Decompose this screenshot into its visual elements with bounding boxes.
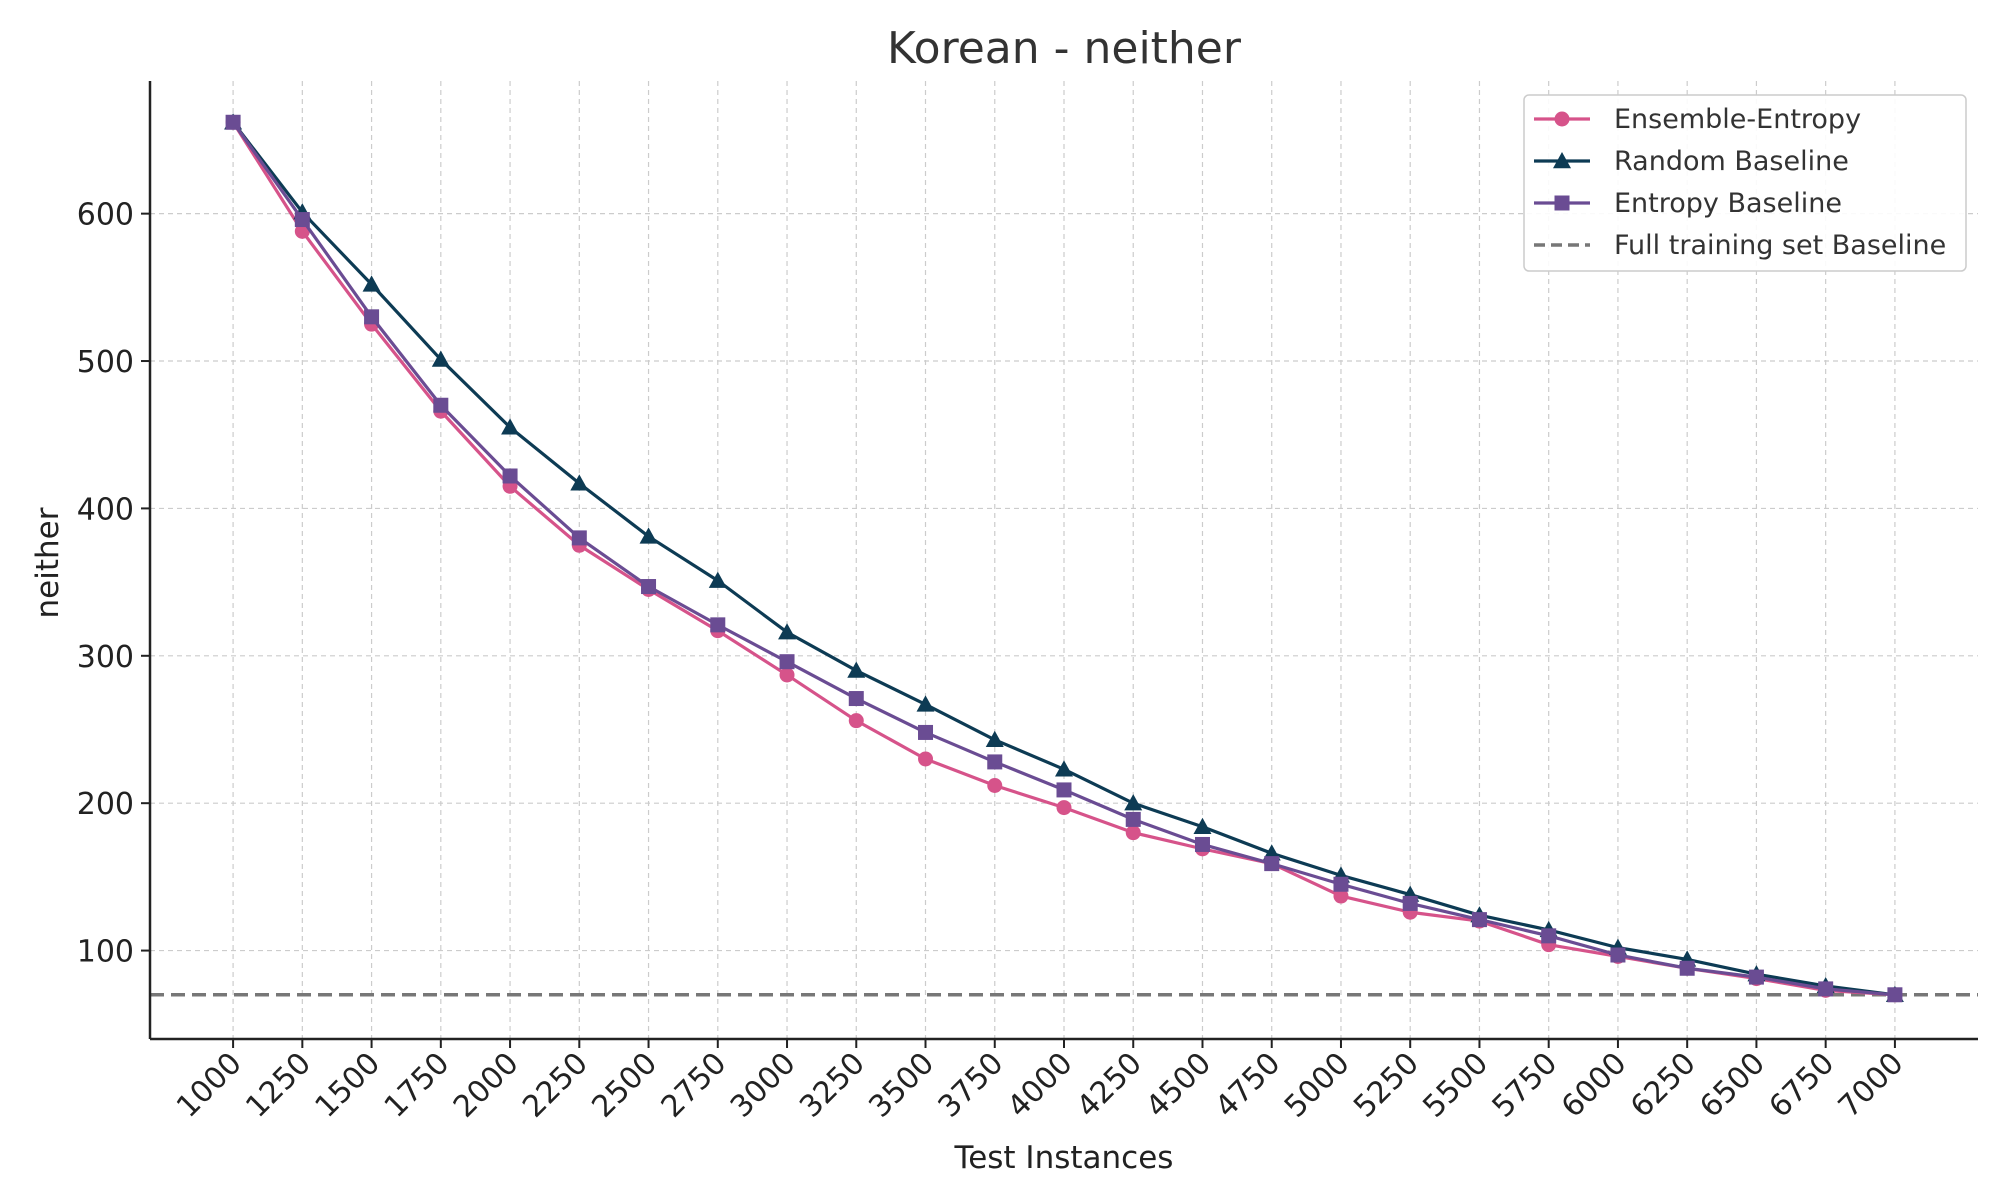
entropy-baseline-point bbox=[779, 654, 795, 670]
legend-entropy-baseline-label: Entropy Baseline bbox=[1614, 188, 1842, 219]
ensemble-entropy-point bbox=[987, 777, 1003, 793]
entropy-baseline-point bbox=[1679, 960, 1695, 976]
entropy-baseline-point bbox=[571, 530, 587, 546]
random-baseline-point bbox=[431, 350, 450, 367]
entropy-baseline-point bbox=[1125, 811, 1141, 827]
entropy-baseline-point bbox=[225, 114, 241, 130]
y-tick-label: 400 bbox=[77, 492, 134, 527]
legend-random-baseline-label: Random Baseline bbox=[1614, 146, 1849, 177]
entropy-baseline-point bbox=[1402, 895, 1418, 911]
random-baseline-point bbox=[570, 474, 589, 491]
axes bbox=[141, 81, 1978, 1048]
entropy-baseline-point bbox=[1333, 876, 1349, 892]
ensemble-entropy-point bbox=[1056, 800, 1072, 816]
entropy-baseline-point bbox=[918, 724, 934, 740]
legend-random-baseline-marker bbox=[1553, 152, 1571, 169]
random-baseline-point bbox=[1124, 794, 1143, 811]
entropy-baseline-point bbox=[294, 212, 310, 228]
y-tick-label: 600 bbox=[77, 198, 134, 233]
ensemble-entropy-point bbox=[1125, 825, 1141, 841]
random-baseline-point bbox=[708, 571, 727, 588]
random-baseline-point bbox=[1193, 817, 1212, 834]
ensemble-entropy-point bbox=[1333, 888, 1349, 904]
entropy-baseline-point bbox=[1610, 947, 1626, 963]
entropy-baseline-point bbox=[710, 617, 726, 633]
y-tick-label: 100 bbox=[77, 935, 134, 970]
random-baseline-point bbox=[847, 661, 866, 678]
entropy-baseline-point bbox=[987, 754, 1003, 770]
entropy-baseline-point bbox=[641, 579, 657, 595]
random-baseline-point bbox=[1055, 760, 1073, 777]
ensemble-entropy-point bbox=[848, 713, 864, 729]
entropy-baseline-point bbox=[433, 397, 449, 413]
ensemble-entropy-point bbox=[294, 223, 310, 239]
entropy-baseline-point bbox=[502, 468, 518, 484]
legend-ensemble-entropy-marker bbox=[1554, 111, 1570, 127]
entropy-baseline-point bbox=[1818, 981, 1834, 997]
entropy-baseline-point bbox=[848, 691, 864, 707]
entropy-baseline-point bbox=[1887, 987, 1903, 1003]
random-baseline-point bbox=[501, 418, 520, 435]
y-tick-label: 200 bbox=[77, 787, 134, 822]
entropy-baseline-point bbox=[1264, 856, 1280, 872]
ensemble-entropy-point bbox=[918, 751, 934, 767]
legend: Ensemble-Entropy Random Baseline Entropy B… bbox=[1523, 94, 1967, 272]
y-axis-label: neither bbox=[30, 507, 66, 618]
y-tick-label: 500 bbox=[77, 345, 134, 380]
x-axis-label: Test Instances bbox=[954, 1140, 1174, 1176]
random-baseline-point bbox=[916, 695, 935, 712]
entropy-baseline-point bbox=[1194, 836, 1210, 852]
random-baseline-point bbox=[639, 527, 658, 544]
legend-entropy-baseline-marker bbox=[1554, 195, 1570, 211]
random-baseline-point bbox=[985, 730, 1004, 748]
random-baseline-point bbox=[778, 623, 797, 640]
ensemble-entropy-point bbox=[779, 667, 795, 683]
entropy-baseline-point bbox=[364, 309, 380, 325]
grid bbox=[150, 81, 1978, 1039]
series-layer bbox=[224, 113, 1904, 1003]
entropy-baseline-point bbox=[1056, 782, 1072, 798]
y-tick-label: 300 bbox=[77, 640, 134, 675]
legend-ensemble-entropy-label: Ensemble-Entropy bbox=[1614, 104, 1861, 135]
entropy-baseline-point bbox=[1471, 912, 1487, 928]
entropy-baseline-point bbox=[1748, 969, 1764, 985]
legend-box bbox=[1523, 94, 1967, 272]
entropy-baseline-point bbox=[1541, 928, 1557, 944]
random-baseline-point bbox=[362, 275, 381, 292]
chart-title: Korean - neither bbox=[887, 23, 1242, 74]
legend-full-training-set-baseline-label: Full training set Baseline bbox=[1614, 230, 1946, 261]
